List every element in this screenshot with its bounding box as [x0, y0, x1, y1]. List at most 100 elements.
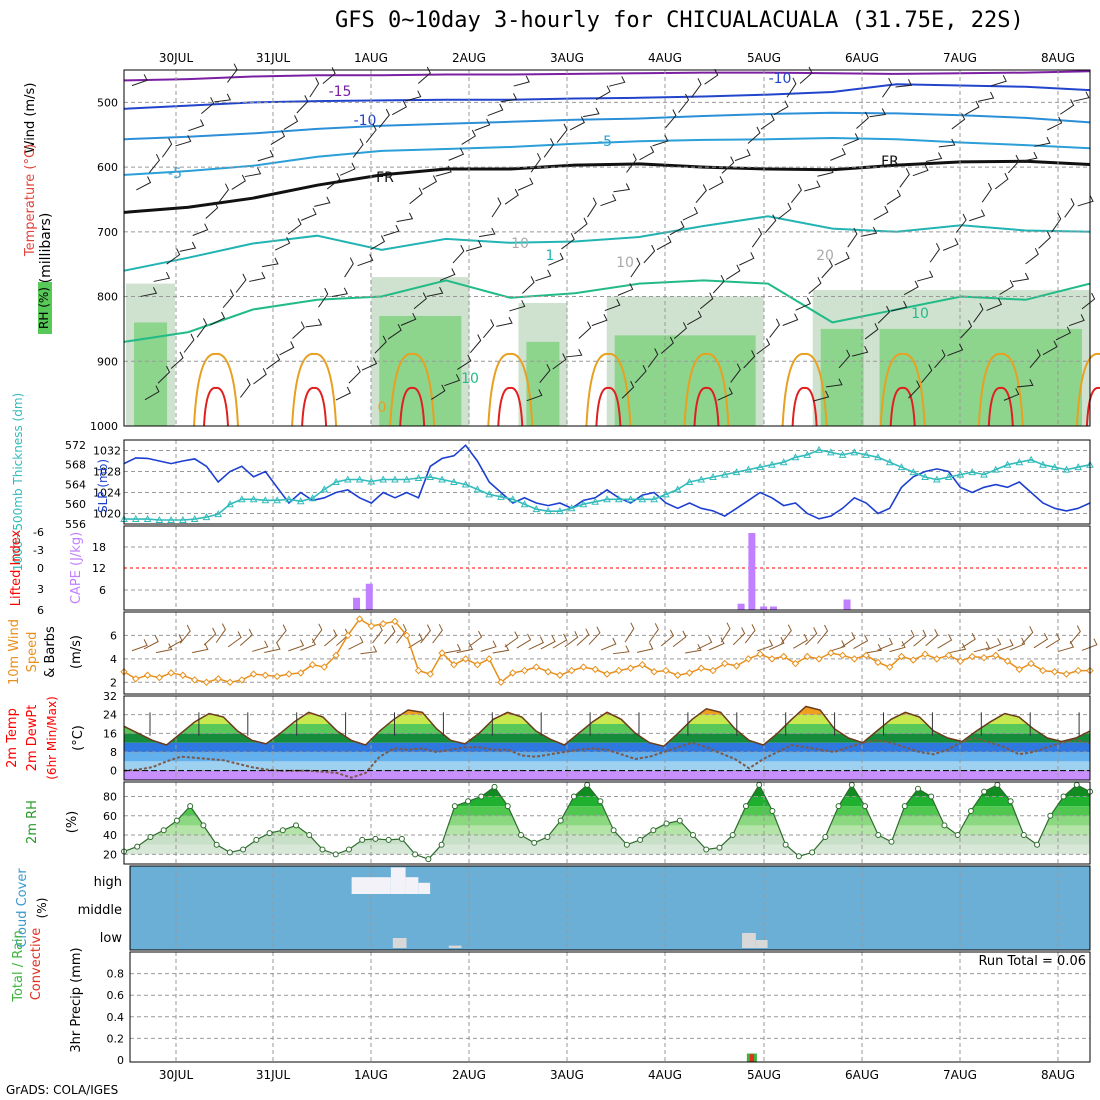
thickness-point — [768, 460, 776, 468]
wind-barb — [1007, 154, 1020, 174]
wind-barb — [209, 311, 226, 326]
contour-label: 20 — [816, 248, 834, 264]
wind-barb — [249, 271, 266, 282]
thickness-line — [124, 449, 1091, 521]
wind-barb — [691, 78, 702, 98]
wind-barb — [751, 227, 763, 248]
wind-speed-point — [827, 649, 835, 657]
upper-air-tick-label: 800 — [97, 291, 118, 304]
cape-bar — [843, 599, 851, 610]
low-cloud-blocks — [392, 933, 768, 948]
thickness-markers — [120, 445, 1094, 524]
bottom-x-tick-label: 3AUG — [550, 1068, 584, 1082]
wind-barb — [643, 244, 656, 264]
thickness-point — [461, 480, 470, 488]
wind-barb — [925, 152, 943, 162]
wind-barb — [873, 205, 889, 221]
wind-barb — [780, 624, 792, 644]
wind-barb — [812, 390, 830, 402]
wind-barb — [760, 113, 775, 130]
wind-barb — [444, 643, 462, 654]
wind-barb — [977, 91, 995, 102]
wind-barb — [348, 635, 364, 650]
wind-barb — [214, 93, 232, 103]
thickness-point — [662, 490, 670, 498]
wind-barb — [287, 218, 302, 235]
thickness-point — [673, 485, 682, 493]
wind-barb — [574, 217, 588, 235]
wind-barb — [600, 194, 617, 207]
wind-speed-markers — [120, 615, 1094, 686]
wind-barb — [769, 636, 785, 651]
wind-barb — [331, 287, 349, 298]
contour-label: -10 — [769, 71, 792, 87]
wind-barb — [196, 318, 208, 338]
wind-barb — [877, 305, 891, 324]
wind-speed-point — [273, 672, 281, 681]
rh-point — [531, 839, 538, 846]
wind-barb — [215, 623, 226, 643]
precip-axis-tick-label: 0 — [117, 1054, 124, 1067]
rh-point — [716, 844, 723, 851]
wind-barb — [396, 212, 414, 223]
temp-vgrid — [175, 696, 1059, 780]
wind-barb — [201, 97, 215, 115]
wind-barb — [673, 322, 688, 340]
wind-speed-point — [803, 652, 811, 661]
wind-barb — [262, 257, 279, 268]
wind-speed-point — [615, 666, 623, 675]
wind-speed-point — [1062, 670, 1071, 678]
wind-barb — [482, 319, 495, 339]
rh-point — [332, 851, 339, 858]
wind-barb — [239, 628, 253, 647]
slp-axis-label: SLP (mb) — [96, 459, 110, 513]
wind-speed-point — [461, 655, 470, 663]
upper-air-wind-label: Wind (m/s) — [23, 83, 38, 154]
rh-point — [279, 827, 286, 834]
wind-barb — [422, 175, 438, 191]
wind-barb — [335, 386, 351, 401]
wind-barb — [170, 351, 184, 369]
cape-label: CAPE (J/kg) — [69, 532, 84, 604]
precip-axis-tick-label: 0.6 — [107, 989, 125, 1002]
thickness-point — [744, 465, 753, 473]
wind-speed-point — [202, 678, 211, 686]
wind-speed-point — [838, 651, 847, 660]
wind-speed-point — [190, 676, 199, 684]
rh-point — [517, 832, 524, 839]
wind-barb — [227, 631, 242, 648]
wind-barb — [1021, 151, 1038, 162]
wind-barb — [1016, 379, 1034, 388]
cloud-label: Cloud Cover — [15, 868, 30, 948]
thickness-point — [650, 495, 658, 503]
rh-point — [782, 841, 789, 848]
cape-hgrid — [124, 546, 1090, 591]
bottom-x-tick-label: 4AUG — [648, 1068, 682, 1082]
rh-point — [1073, 781, 1080, 788]
chart-title: GFS 0~10day 3-hourly for CHICUALACUALA (… — [335, 8, 1024, 33]
wind-barb — [721, 156, 735, 174]
wind-barb — [292, 321, 305, 339]
thickness-point — [237, 495, 246, 503]
wind-barb — [841, 632, 856, 648]
rh-point — [941, 822, 948, 829]
rh-point — [504, 803, 511, 810]
wind-speed-point — [886, 663, 894, 671]
rh-point — [372, 835, 379, 842]
thickness-point — [614, 495, 623, 503]
wind-barb — [264, 642, 281, 653]
wind-barb — [805, 627, 818, 646]
wind-speed-point — [285, 670, 293, 678]
slp-line — [123, 444, 1091, 520]
upper-air-tick-label: 600 — [97, 161, 118, 174]
cape-bar — [748, 533, 756, 610]
rh-point — [769, 807, 776, 814]
wind-speed-point — [1003, 657, 1012, 665]
rh-point — [266, 830, 273, 837]
wind-barb — [1081, 292, 1096, 310]
wind-barb — [636, 642, 654, 653]
top-x-tick-label: 5AUG — [747, 51, 781, 65]
wind-barb — [439, 268, 456, 281]
rh-point — [663, 820, 670, 827]
wind-barb — [569, 116, 585, 131]
